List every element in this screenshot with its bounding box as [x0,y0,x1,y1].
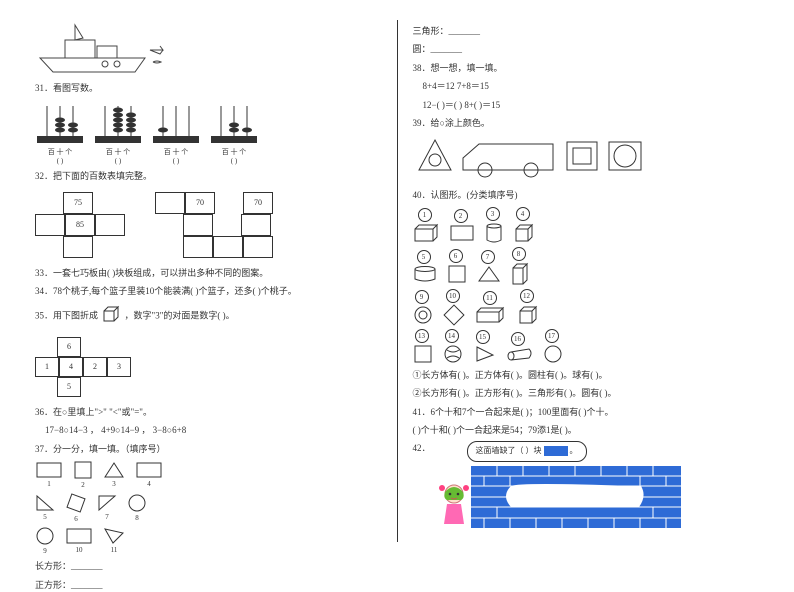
q37-cat1: 长方形：_______ [35,559,382,573]
q35: 35．用下图折成 ，数字"3"的对面是数字( )。 [35,303,382,329]
q36-line: 17−8○14−3 ， 4+9○14−9 ， 3−8○6+8 [35,423,382,437]
cube-icon [100,303,122,329]
cat-triangle: 三角形：_______ [413,24,760,38]
q40-r2: 5 6 7 8 [413,247,760,286]
grid-2: 7070 [155,192,273,258]
q35-label: 35．用下图折成 [35,310,98,320]
q36-label: 36．在○里填上">" "<"或"="。 [35,405,382,419]
abacus-1 [35,100,85,145]
q37-shapes-2: 5 6 7 8 [35,492,382,523]
q41-l2: ( )个十和( )个一合起来是54；79添1是( )。 [413,423,760,437]
q34-label: 34．78个桃子,每个篮子里装10个能装满( )个篮子，还多( )个桃子。 [35,284,382,298]
q40-r4: 13 14 15 16 17 [413,329,760,364]
q42: 42． 这面墙缺了（ ）块 。 [413,441,760,528]
q37-cat2: 正方形：_______ [35,578,382,592]
q32-grids: 75 85 7070 [35,188,382,262]
brick-wall [471,466,681,528]
q41-label: 41．6个十和7个一合起来是( )；100里面有( )个十。 [413,405,760,419]
q35-tail: ，数字"3"的对面是数字( )。 [125,310,235,320]
left-column: 31．看图写数。 百 十 个百 十 个百 十 个百 十 个 ( )( )( )(… [20,20,398,542]
abacus-3 [151,100,201,145]
q31-label: 31．看图写数。 [35,81,382,95]
q40-a2: ②长方形有( )。正方形有( )。三角形有( )。圆有( )。 [413,386,760,400]
abacus-bases: 百 十 个百 十 个百 十 个百 十 个 [35,147,382,157]
q32-label: 32．把下面的百数表填完整。 [35,169,382,183]
girl-icon [437,480,471,528]
abacus-4 [209,100,259,145]
q40-r3: 9 10 11 12 [413,289,760,326]
q40-label: 40．认图形。(分类填序号) [413,188,760,202]
q33-label: 33．一套七巧板由( )块板组成，可以拼出多种不同的图案。 [35,266,382,280]
grid-1: 75 85 [35,192,125,258]
q42-bubble: 这面墙缺了（ ）块 。 [467,441,587,462]
q38-l1: 8+4＝12 7+8＝15 [413,79,760,93]
brick-icon [544,446,568,456]
abacus-answers: ( )( )( )( ) [35,157,382,165]
q38-label: 38．想一想，填一填。 [413,61,760,75]
abacus-2 [93,100,143,145]
q40-r1: 1 2 3 4 [413,207,760,244]
q37-label: 37．分一分，填一填。（填序号） [35,442,382,456]
abacus-row [35,100,382,145]
right-column: 三角形：_______ 圆：_______ 38．想一想，填一填。 8+4＝12… [398,20,775,542]
q39-label: 39．给○涂上颜色。 [413,116,760,130]
q37-shapes-3: 9 10 11 [35,526,382,555]
q35-net: 6 1423 5 [35,337,131,397]
ship-illustration [35,20,382,77]
q37-shapes-1: 1 2 3 4 [35,460,382,489]
q38-l2: 12−( )＝( ) 8+( )＝15 [413,98,760,112]
q39-shapes [413,134,760,184]
worksheet-page: 31．看图写数。 百 十 个百 十 个百 十 个百 十 个 ( )( )( )(… [20,20,774,542]
q40-a1: ①长方体有( )。正方体有( )。圆柱有( )。球有( )。 [413,368,760,382]
cat-circle: 圆：_______ [413,42,760,56]
q42-label: 42． [413,441,431,455]
